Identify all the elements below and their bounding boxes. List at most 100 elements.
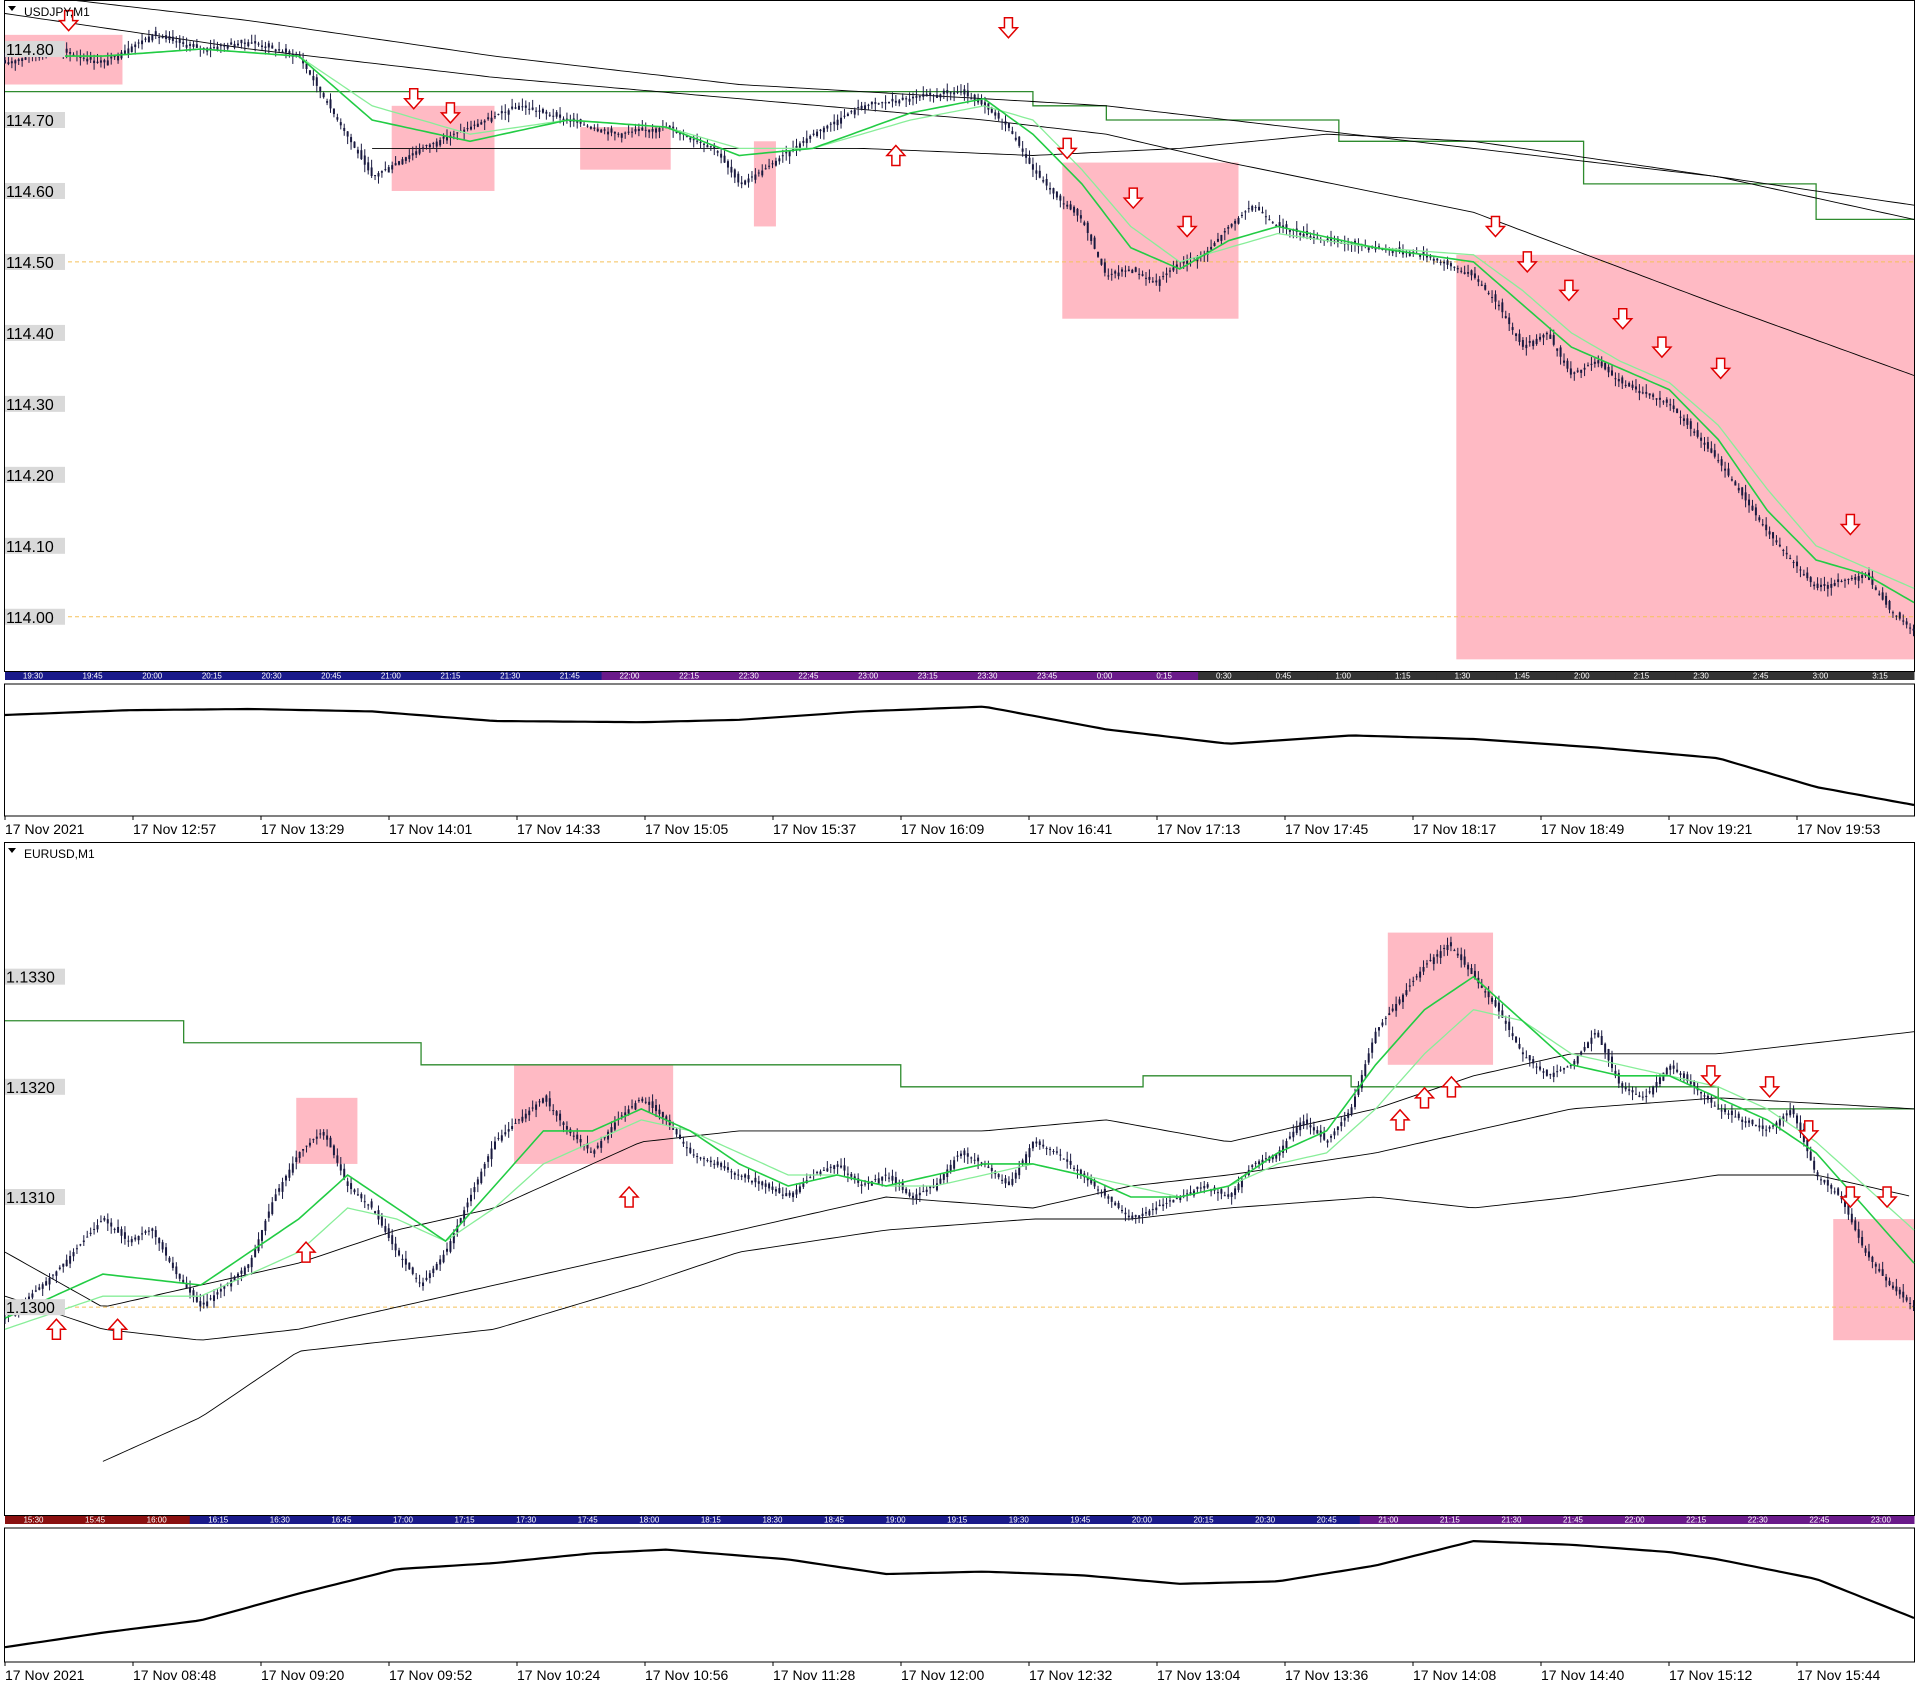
candle-body bbox=[1100, 258, 1103, 265]
chart-menu-triangle-icon[interactable] bbox=[8, 6, 16, 11]
session-time-label: 23:00 bbox=[858, 672, 879, 681]
candle-body bbox=[535, 110, 538, 112]
candle-body bbox=[1497, 1002, 1500, 1012]
candle-body bbox=[778, 1188, 781, 1194]
candle-body bbox=[1772, 1125, 1775, 1127]
highlight-zone bbox=[753, 141, 776, 227]
candle-body bbox=[1556, 1071, 1559, 1073]
candle-body bbox=[428, 1273, 431, 1279]
candle-body bbox=[353, 141, 356, 148]
candle-body bbox=[648, 129, 651, 133]
candle-body bbox=[939, 1178, 942, 1184]
candle-body bbox=[158, 1237, 161, 1244]
candle-body bbox=[1847, 1204, 1850, 1215]
candle-body bbox=[1463, 956, 1466, 965]
candle-body bbox=[466, 1202, 469, 1208]
ma-long-2-line bbox=[4, 1097, 1915, 1341]
candle-body bbox=[1110, 273, 1113, 275]
candle-body bbox=[565, 118, 568, 120]
candle-body bbox=[1374, 247, 1377, 250]
candle-body bbox=[1689, 421, 1692, 429]
session-segment bbox=[743, 1516, 807, 1524]
candle-body bbox=[1234, 1188, 1237, 1196]
candle-body bbox=[942, 1174, 945, 1180]
candle-body bbox=[1127, 269, 1130, 272]
price-axis-label: 114.80 bbox=[6, 42, 54, 59]
candle-body bbox=[617, 133, 620, 135]
candle-body bbox=[1124, 270, 1127, 272]
candle-body bbox=[1251, 206, 1254, 211]
usdjpy-chart-panel[interactable]: 114.80 114.70 114.60 114.50 114.40 114.30 114.… bbox=[0, 0, 1920, 842]
candle-body bbox=[1107, 1196, 1110, 1199]
candle-body bbox=[1035, 1141, 1038, 1144]
session-time-label: 18:30 bbox=[762, 1516, 783, 1525]
candle-body bbox=[319, 1133, 322, 1135]
eurusd-chart-panel[interactable]: 1.1330 1.1320 1.1310 1.1300 EURUSD,M1 15:30 15… bbox=[0, 842, 1920, 1688]
candle-body bbox=[1121, 1209, 1124, 1212]
candle-body bbox=[706, 145, 709, 148]
sell-arrow-icon bbox=[1122, 187, 1144, 210]
candle-body bbox=[1583, 367, 1586, 370]
candle-body bbox=[1312, 1127, 1315, 1131]
candle-body bbox=[117, 54, 120, 61]
candle-body bbox=[422, 1282, 425, 1286]
candle-body bbox=[384, 169, 387, 171]
candle-body bbox=[1299, 232, 1302, 235]
candle-body bbox=[973, 1159, 976, 1161]
date-axis-label: 17 Nov 15:05 bbox=[645, 821, 728, 837]
date-axis-label: 17 Nov 08:48 bbox=[133, 1667, 216, 1683]
candle-body bbox=[442, 1254, 445, 1263]
session-segment bbox=[362, 672, 424, 680]
candle-body bbox=[1669, 404, 1672, 406]
candle-body bbox=[1741, 1119, 1744, 1122]
session-time-label: 20:45 bbox=[321, 672, 342, 681]
candle-body bbox=[634, 1103, 637, 1110]
session-segment bbox=[497, 1516, 560, 1524]
candle-body bbox=[1354, 1096, 1357, 1107]
candle-body bbox=[1693, 431, 1696, 433]
candle-body bbox=[569, 120, 572, 122]
candle-body bbox=[1535, 1066, 1538, 1068]
candle-body bbox=[1391, 1008, 1394, 1011]
candle-body bbox=[1491, 997, 1494, 1002]
candle-body bbox=[398, 1250, 401, 1256]
candle-body bbox=[1816, 583, 1819, 588]
candle-body bbox=[394, 1243, 397, 1251]
session-segment bbox=[1556, 672, 1617, 680]
candle-body bbox=[1038, 1141, 1041, 1145]
candle-body bbox=[1634, 1093, 1637, 1095]
candle-body bbox=[1323, 1133, 1326, 1140]
candle-body bbox=[315, 1136, 318, 1139]
chart-menu-triangle-icon[interactable] bbox=[8, 848, 16, 853]
candle-body bbox=[1778, 544, 1781, 547]
session-time-label: 2:00 bbox=[1574, 672, 1590, 681]
candle-body bbox=[1001, 1179, 1004, 1181]
candle-body bbox=[713, 1163, 716, 1165]
candle-body bbox=[600, 1141, 603, 1148]
candle-body bbox=[877, 103, 880, 105]
candle-body bbox=[1826, 584, 1829, 589]
candle-body bbox=[463, 1210, 466, 1222]
candle-body bbox=[1871, 576, 1874, 585]
candle-body bbox=[343, 1168, 346, 1179]
candle-body bbox=[905, 98, 908, 100]
candle-body bbox=[185, 44, 188, 48]
candle-body bbox=[1473, 273, 1476, 278]
candle-body bbox=[1549, 334, 1552, 339]
candle-body bbox=[14, 60, 17, 64]
candle-body bbox=[21, 58, 24, 61]
candle-body bbox=[1388, 1013, 1391, 1016]
candle-body bbox=[857, 106, 860, 108]
session-time-label: 15:45 bbox=[85, 1516, 106, 1525]
candle-body bbox=[1665, 399, 1668, 403]
candle-body bbox=[394, 163, 397, 166]
candle-body bbox=[620, 133, 623, 138]
candle-body bbox=[1018, 136, 1021, 146]
candle-body bbox=[905, 1188, 908, 1194]
candle-body bbox=[1035, 170, 1038, 174]
candle-body bbox=[425, 1277, 428, 1280]
candle-body bbox=[709, 146, 712, 148]
candle-body bbox=[559, 1113, 562, 1121]
usdjpy-chart[interactable]: 114.80 114.70 114.60 114.50 114.40 114.30 114.… bbox=[0, 0, 1920, 842]
